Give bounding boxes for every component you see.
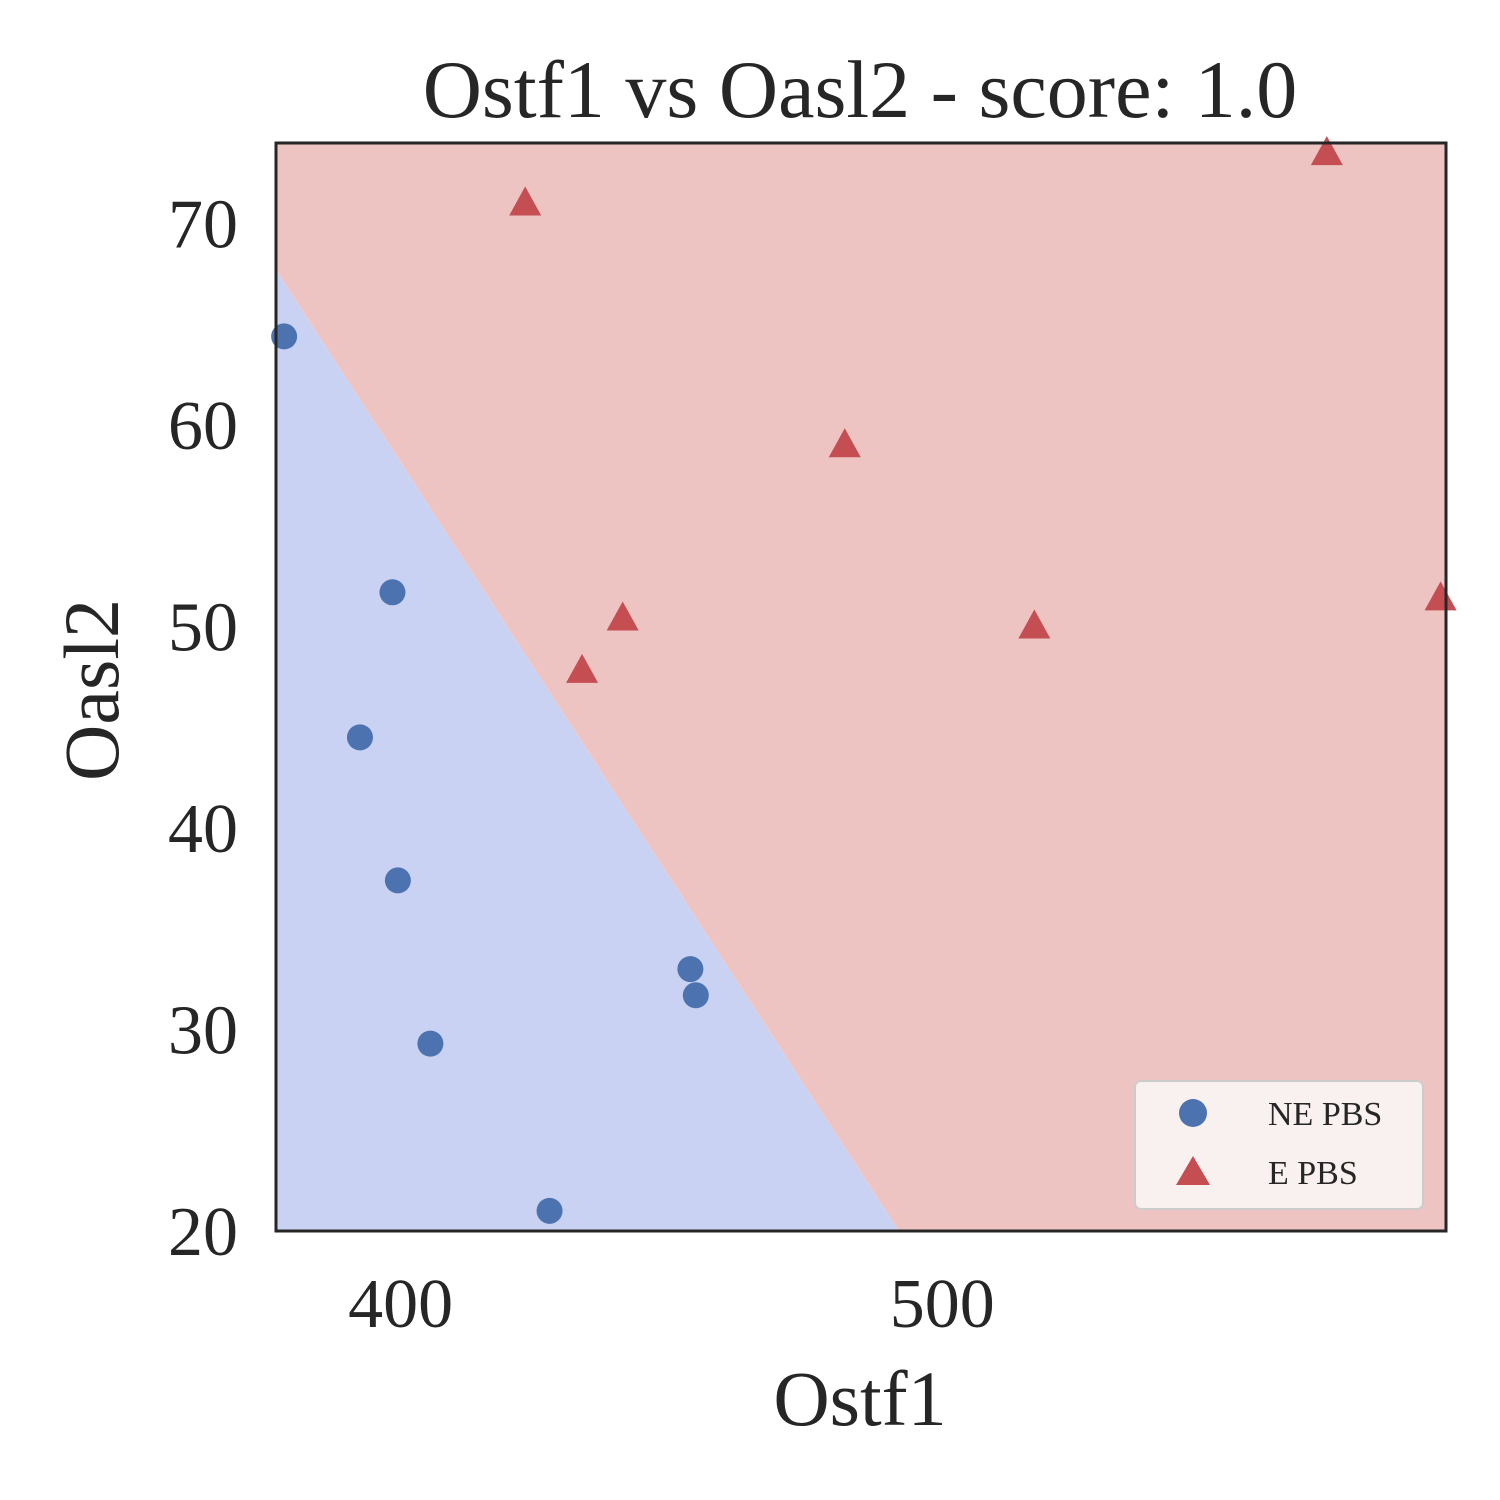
e-pbs-point-5 bbox=[1310, 136, 1343, 166]
y-tick-label: 60 bbox=[168, 388, 238, 465]
ne-pbs-point-2 bbox=[346, 724, 373, 751]
x-tick-label: 500 bbox=[890, 1266, 995, 1343]
e-pbs-point-2 bbox=[606, 601, 639, 631]
ne-pbs-point-4 bbox=[417, 1030, 444, 1057]
y-axis-ticks: 20 30 40 50 60 70 bbox=[168, 187, 238, 1271]
legend-label-e-pbs: E PBS bbox=[1268, 1155, 1358, 1192]
legend: NE PBS E PBS bbox=[1134, 1080, 1424, 1210]
y-tick-label: 50 bbox=[168, 590, 238, 667]
x-axis-ticks: 400 500 bbox=[348, 1266, 995, 1343]
e-pbs-region bbox=[276, 143, 1446, 1231]
ne-pbs-point-1 bbox=[379, 579, 406, 606]
y-axis-label: Oasl2 bbox=[48, 599, 135, 781]
e-pbs-point-1 bbox=[566, 653, 599, 683]
chart-title: Ostf1 vs Oasl2 - score: 1.0 bbox=[423, 44, 1298, 135]
data-points bbox=[271, 136, 1457, 1224]
legend-marker-e-pbs bbox=[1176, 1156, 1210, 1185]
ne-pbs-point-7 bbox=[536, 1197, 563, 1224]
y-tick-label: 40 bbox=[168, 791, 238, 868]
x-tick-label: 400 bbox=[348, 1266, 453, 1343]
e-pbs-point-0 bbox=[509, 186, 542, 216]
legend-marker-ne-pbs bbox=[1179, 1099, 1207, 1127]
e-pbs-point-3 bbox=[828, 428, 861, 458]
ne-pbs-point-3 bbox=[384, 867, 411, 894]
legend-label-ne-pbs: NE PBS bbox=[1268, 1096, 1382, 1133]
y-tick-label: 20 bbox=[168, 1194, 238, 1271]
ne-pbs-point-6 bbox=[682, 982, 709, 1009]
ne-pbs-point-0 bbox=[271, 323, 298, 350]
plot-area bbox=[271, 136, 1457, 1233]
plot-frame bbox=[274, 141, 1448, 1233]
y-tick-label: 30 bbox=[168, 993, 238, 1070]
ne-pbs-point-5 bbox=[677, 956, 704, 983]
e-pbs-point-6 bbox=[1424, 581, 1457, 611]
x-axis-label: Ostf1 bbox=[773, 1355, 946, 1442]
e-pbs-point-4 bbox=[1018, 609, 1051, 639]
ne-pbs-region bbox=[276, 269, 899, 1231]
y-tick-label: 70 bbox=[168, 187, 238, 264]
